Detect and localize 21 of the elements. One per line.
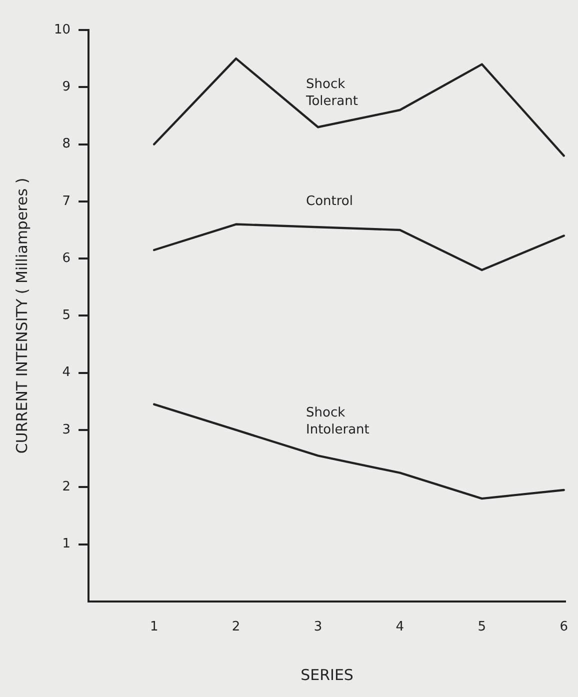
- y-axis-title: CURRENT INTENSITY ( Milliamperes ): [12, 178, 31, 454]
- y-tick-label: 2: [62, 479, 71, 494]
- x-tick-label: 5: [478, 620, 486, 635]
- series-label: Shock Intolerant: [306, 406, 370, 438]
- x-tick-label: 1: [150, 620, 158, 635]
- x-axis-title: SERIES: [300, 666, 354, 684]
- y-tick-label: 6: [62, 250, 71, 266]
- y-tick-label: 8: [62, 136, 71, 152]
- y-tick-label: 7: [62, 194, 71, 209]
- y-tick-label: 3: [62, 422, 71, 438]
- x-tick-label: 2: [232, 620, 240, 635]
- series-label: Control: [306, 194, 353, 210]
- y-tick-label: 10: [54, 22, 71, 38]
- y-tick-label: 4: [62, 365, 71, 380]
- x-tick-label: 3: [314, 620, 322, 635]
- x-tick-label: 6: [560, 620, 568, 635]
- x-tick-label: 4: [396, 620, 404, 635]
- y-tick-label: 5: [62, 308, 71, 324]
- y-tick-label: 1: [62, 536, 71, 552]
- series-label: Shock Tolerant: [305, 77, 358, 110]
- y-tick-label: 9: [62, 80, 71, 95]
